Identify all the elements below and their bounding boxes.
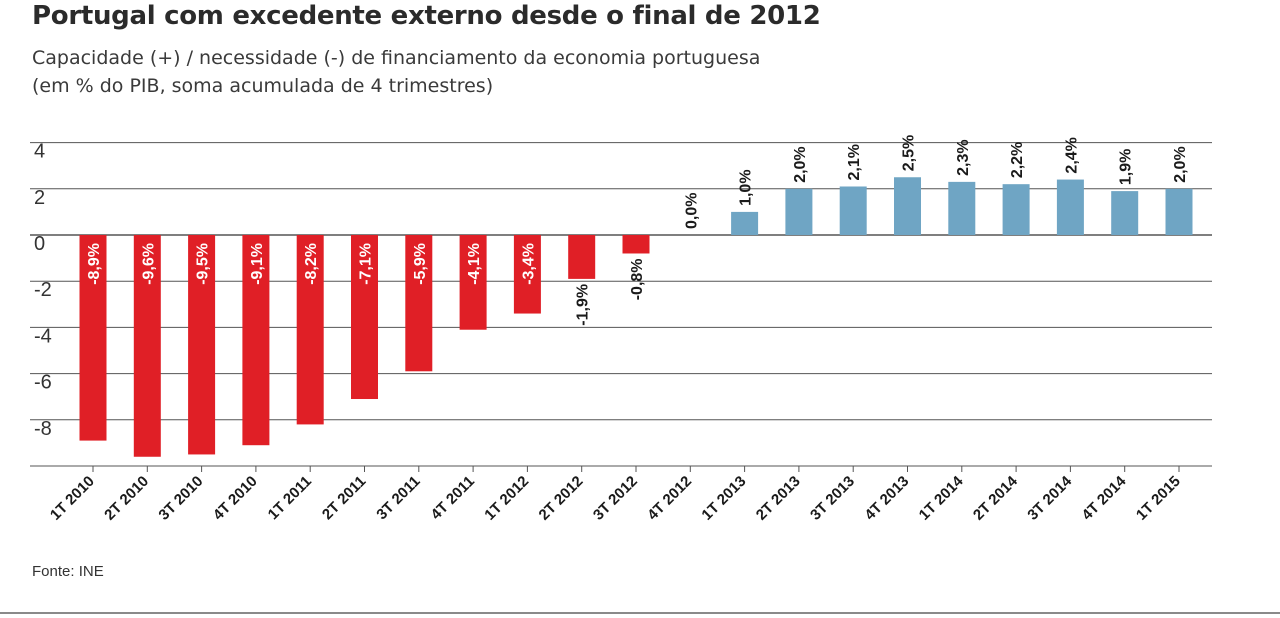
subtitle-line-1: Capacidade (+) / necessidade (-) de fina… <box>32 47 761 69</box>
x-category-label: 3T 2014 <box>1024 472 1075 523</box>
y-tick-label: 0 <box>34 233 45 255</box>
data-label: 2,0% <box>1172 146 1189 182</box>
y-tick-label: -8 <box>34 418 52 440</box>
bar <box>242 235 270 446</box>
bar <box>513 235 541 314</box>
x-category-label: 1T 2010 <box>47 473 98 524</box>
bar <box>894 177 921 235</box>
bar <box>731 211 759 235</box>
x-category-label: 3T 2013 <box>807 473 858 524</box>
bar <box>351 235 378 400</box>
bar <box>459 235 487 330</box>
x-category-label: 1T 2013 <box>698 473 749 524</box>
bar <box>1165 188 1193 235</box>
chart-subtitle: Capacidade (+) / necessidade (-) de fina… <box>32 44 760 100</box>
x-category-label: 2T 2010 <box>101 473 152 524</box>
data-label: -1,9% <box>575 284 592 326</box>
x-category-label: 1T 2014 <box>916 472 967 523</box>
data-label: -8,2% <box>303 243 320 285</box>
chart-title: Portugal com excedente externo desde o f… <box>32 1 821 31</box>
data-label: -4,1% <box>466 243 483 285</box>
bar <box>948 181 976 235</box>
x-category-label: 2T 2013 <box>753 473 804 524</box>
x-category-label: 4T 2010 <box>210 473 261 524</box>
y-tick-label: -2 <box>34 279 52 301</box>
x-category-label: 1T 2011 <box>265 473 315 523</box>
data-label: 0,0% <box>683 193 700 229</box>
bar <box>296 235 324 425</box>
data-label: -9,6% <box>140 243 157 285</box>
bar <box>1056 179 1084 235</box>
data-label: 1,0% <box>738 169 755 205</box>
data-label: -8,9% <box>86 243 103 285</box>
data-label: 2,2% <box>1009 142 1026 178</box>
y-tick-label: 4 <box>34 141 45 163</box>
data-label: -0,8% <box>629 258 646 300</box>
bar <box>839 186 867 235</box>
subtitle-line-2: (em % do PIB, soma acumulada de 4 trimes… <box>32 75 494 97</box>
x-category-label: 4T 2011 <box>428 473 478 523</box>
data-label: -3,4% <box>520 243 537 285</box>
bar <box>568 235 596 279</box>
data-label: 1,9% <box>1118 149 1135 185</box>
y-tick-label: -4 <box>34 325 52 347</box>
bar <box>785 188 813 235</box>
source-note: Fonte: INE <box>32 563 104 580</box>
x-category-label: 2T 2011 <box>319 473 369 523</box>
bar <box>1111 191 1139 235</box>
x-category-label: 3T 2012 <box>590 473 641 524</box>
data-label: -7,1% <box>358 243 375 285</box>
bar <box>1002 184 1030 235</box>
x-category-label: 4T 2013 <box>861 473 912 524</box>
x-category-label: 3T 2011 <box>373 473 423 523</box>
y-tick-label: 2 <box>34 187 45 209</box>
x-category-label: 1T 2015 <box>1133 473 1184 524</box>
data-label: -9,1% <box>249 243 266 285</box>
bottom-divider <box>0 612 1280 614</box>
x-category-label: 2T 2012 <box>536 473 587 524</box>
data-label: -5,9% <box>412 243 429 285</box>
bar <box>622 235 650 254</box>
bar <box>188 235 216 455</box>
bar <box>133 235 161 457</box>
bar <box>405 235 433 372</box>
x-category-label: 2T 2014 <box>970 472 1021 523</box>
bar <box>79 235 107 441</box>
y-tick-label: -6 <box>34 372 52 394</box>
data-label: 2,4% <box>1063 137 1080 173</box>
x-category-label: 4T 2012 <box>644 473 695 524</box>
data-label: 2,0% <box>792 146 809 182</box>
data-label: 2,3% <box>955 139 972 175</box>
data-label: 2,5% <box>901 135 918 171</box>
x-category-label: 1T 2012 <box>481 473 532 524</box>
data-label: -9,5% <box>195 243 212 285</box>
data-label: 2,1% <box>846 144 863 180</box>
x-category-label: 4T 2014 <box>1079 472 1130 523</box>
x-category-label: 3T 2010 <box>155 473 206 524</box>
